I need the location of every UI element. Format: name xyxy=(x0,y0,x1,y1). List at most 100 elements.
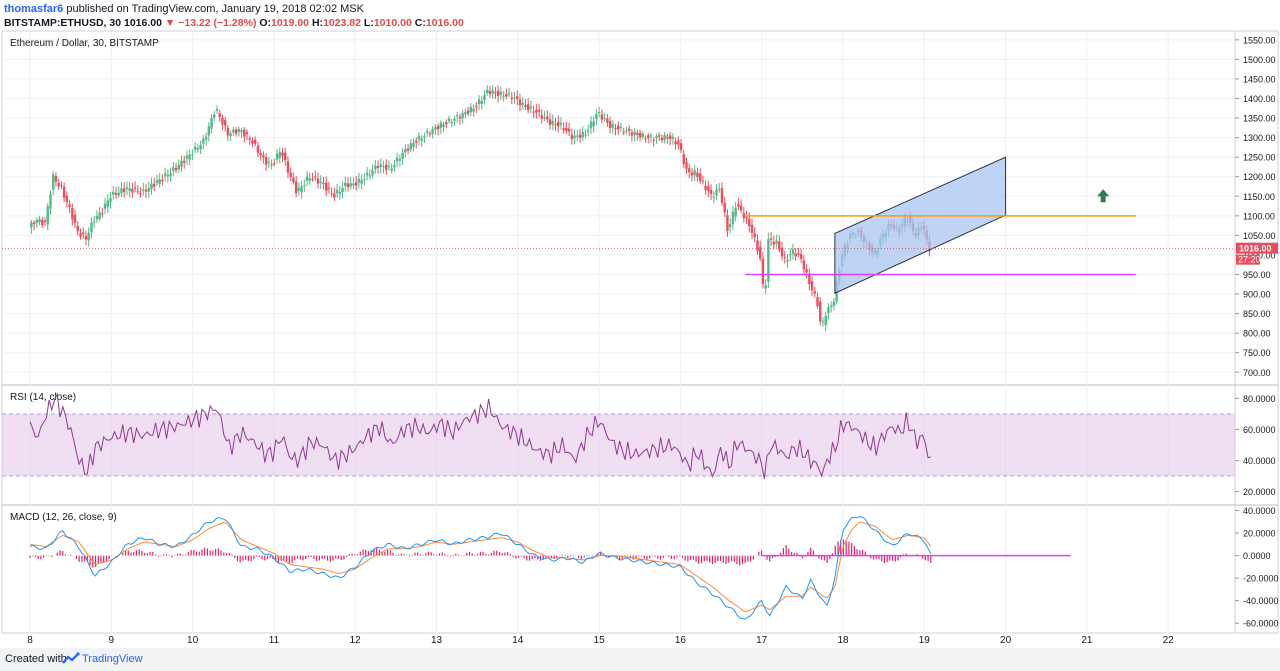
candle xyxy=(30,219,33,234)
candle xyxy=(592,116,595,133)
candle-body xyxy=(597,112,601,114)
candle xyxy=(633,128,636,142)
ohlc-line: BITSTAMP:ETHUSD, 30 1016.00 ▼ −13.22 (−1… xyxy=(4,17,464,30)
candle xyxy=(644,135,647,143)
candle-body xyxy=(371,170,374,176)
chart-area[interactable]: 8 9 10 11 12 13 14 15 16 17 18 19 20 21 22 1550.00 1500.… xyxy=(0,30,1280,648)
y-tick-label: 950.00 xyxy=(1243,270,1271,280)
candle-body xyxy=(142,189,145,191)
candle xyxy=(778,235,781,253)
candle xyxy=(183,155,186,169)
candle xyxy=(584,129,587,139)
candle-body xyxy=(404,149,407,153)
tradingview-brand[interactable]: TradingView xyxy=(82,653,143,665)
candle-body xyxy=(223,120,227,126)
author-link[interactable]: thomasfar6 xyxy=(4,3,64,15)
candle-body xyxy=(169,173,172,177)
candle xyxy=(76,221,79,236)
candle-body xyxy=(106,200,109,207)
candle-body xyxy=(505,94,508,97)
candle xyxy=(832,297,836,311)
candle xyxy=(516,90,519,106)
candle xyxy=(202,134,205,150)
candle xyxy=(521,96,524,110)
candle xyxy=(693,165,696,181)
candle xyxy=(376,160,380,174)
candle-body xyxy=(439,122,443,128)
candle xyxy=(267,157,271,168)
candle xyxy=(827,303,830,320)
candle xyxy=(576,129,579,142)
candle xyxy=(704,180,707,195)
macd-tick-label: -20.0000 xyxy=(1243,574,1279,584)
candle-body xyxy=(731,211,735,225)
candle-body xyxy=(562,128,565,131)
candle xyxy=(344,176,347,192)
candle xyxy=(98,206,101,222)
candle-body xyxy=(376,165,380,168)
candle xyxy=(791,243,795,260)
candle xyxy=(292,172,295,185)
candle xyxy=(769,232,773,246)
candle-body xyxy=(739,205,743,211)
candle xyxy=(627,125,631,137)
candle xyxy=(587,124,590,136)
candle-body xyxy=(510,97,513,99)
candle-body xyxy=(229,133,232,137)
candle-body xyxy=(90,222,93,233)
candle xyxy=(477,95,481,111)
candle-body xyxy=(35,220,39,223)
x-tick-label: 19 xyxy=(919,635,931,646)
candle xyxy=(617,121,620,135)
candle xyxy=(398,154,402,167)
candle xyxy=(611,119,614,134)
candle xyxy=(262,151,265,164)
up-arrow-icon xyxy=(1097,189,1110,203)
candle-body xyxy=(196,148,200,150)
candle-body xyxy=(532,111,535,113)
candle xyxy=(166,169,170,183)
candle-body xyxy=(750,224,754,233)
candle xyxy=(172,161,175,176)
candle xyxy=(472,104,475,117)
candle xyxy=(494,87,497,99)
candle xyxy=(780,241,784,261)
candle-body xyxy=(780,247,784,257)
candle xyxy=(311,172,314,182)
candle xyxy=(161,174,164,186)
candle-body xyxy=(614,128,617,130)
candle xyxy=(415,136,418,149)
candle xyxy=(368,169,372,180)
candle xyxy=(382,160,385,174)
candle xyxy=(428,130,432,138)
y-tick-label: 1150.00 xyxy=(1243,192,1275,202)
candle-body xyxy=(827,307,830,314)
x-tick-label: 20 xyxy=(1000,635,1012,646)
y-tick-label: 800.00 xyxy=(1243,329,1271,339)
candle xyxy=(690,167,694,182)
candle xyxy=(524,99,527,110)
candle xyxy=(829,301,833,313)
candle-body xyxy=(786,259,789,262)
candle-body xyxy=(734,207,737,217)
candle xyxy=(387,160,391,171)
candle-body xyxy=(406,148,410,151)
candle-body xyxy=(652,139,655,141)
macd-title: MACD (12, 26, close, 9) xyxy=(10,512,117,523)
candle xyxy=(324,176,328,197)
candle-body xyxy=(677,140,680,145)
candle-body xyxy=(723,202,726,213)
candle-body xyxy=(30,222,33,228)
candle xyxy=(327,181,331,194)
macd-tick-label: 40.0000 xyxy=(1243,506,1276,516)
y-tick-label: 1100.00 xyxy=(1243,211,1275,221)
candle-body xyxy=(824,315,827,326)
candle xyxy=(270,159,273,170)
candle-body xyxy=(494,92,497,94)
countdown-label: 27:20 xyxy=(1238,255,1261,265)
candle-body xyxy=(248,138,251,140)
candle-body xyxy=(428,133,432,135)
y-tick-label: 850.00 xyxy=(1243,309,1271,319)
candle xyxy=(199,140,202,154)
candle-body xyxy=(251,140,254,144)
